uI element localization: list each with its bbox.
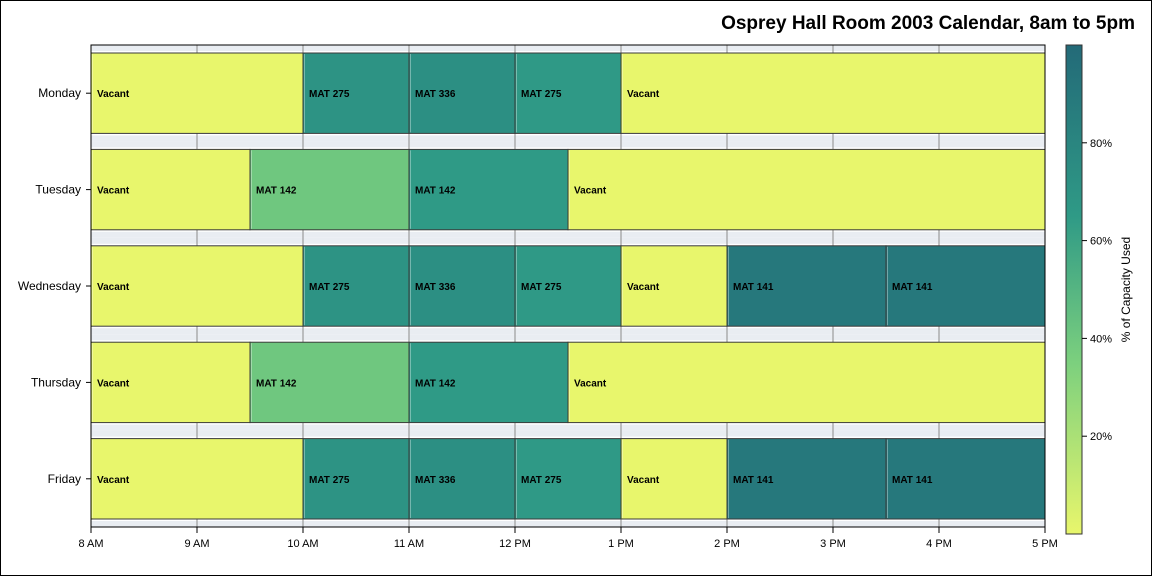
day-label: Friday <box>48 472 81 486</box>
block-label: MAT 142 <box>415 186 456 197</box>
block-label: Vacant <box>97 186 130 197</box>
schedule-block <box>408 245 516 327</box>
block-label: MAT 275 <box>309 475 350 486</box>
colorbar-tick-label: 20% <box>1090 431 1112 443</box>
plot-border <box>90 44 1046 528</box>
colorbar-tick-label: 80% <box>1090 138 1112 150</box>
block-label: MAT 336 <box>415 282 456 293</box>
block-label: MAT 141 <box>733 475 774 486</box>
row-strip-bottom <box>91 521 1045 527</box>
block-label: Vacant <box>574 378 607 389</box>
x-tick-label: 11 AM <box>394 538 424 550</box>
colorbar-tick-label: 60% <box>1090 236 1112 248</box>
day-label: Wednesday <box>18 279 81 293</box>
schedule-block <box>726 438 887 520</box>
x-tick-label: 4 PM <box>926 538 952 550</box>
block-label: Vacant <box>627 89 660 100</box>
schedule-block <box>567 341 1046 424</box>
row-strip-top <box>91 45 1045 51</box>
x-tick-label: 3 PM <box>820 538 846 550</box>
block-label: MAT 275 <box>521 282 562 293</box>
schedule-block <box>302 52 410 134</box>
x-tick-label: 10 AM <box>287 538 318 550</box>
day-label: Tuesday <box>35 183 81 197</box>
row-strip-bottom <box>91 231 1045 238</box>
block-label: MAT 141 <box>733 282 774 293</box>
x-tick-label: 2 PM <box>714 538 740 550</box>
block-label: Vacant <box>97 475 130 486</box>
chart-title: Osprey Hall Room 2003 Calendar, 8am to 5… <box>721 13 1135 34</box>
schedule-block <box>514 52 622 134</box>
colorbar-legend: 20% 40% 60% 80% % of Capacity Used <box>1065 44 1133 535</box>
schedule-block <box>302 438 410 520</box>
schedule-block <box>885 438 1046 520</box>
schedule-block <box>885 245 1046 327</box>
row-strip-top <box>91 141 1045 148</box>
row-strip-bottom <box>91 328 1045 335</box>
block-label: Vacant <box>97 282 130 293</box>
schedule-block <box>249 148 410 231</box>
block-label: Vacant <box>97 378 130 389</box>
schedule-block <box>620 438 728 520</box>
block-label: MAT 336 <box>415 475 456 486</box>
block-label: Vacant <box>97 89 130 100</box>
row-strip-bottom <box>91 424 1045 431</box>
x-tick-label: 8 AM <box>78 538 103 550</box>
row-strip-top <box>91 237 1045 244</box>
block-label: MAT 275 <box>309 282 350 293</box>
block-label: MAT 142 <box>415 378 456 389</box>
block-label: MAT 275 <box>521 475 562 486</box>
colorbar <box>1065 44 1083 535</box>
x-tick-label: 9 AM <box>184 538 209 550</box>
block-label: MAT 141 <box>892 475 933 486</box>
colorbar-label: % of Capacity Used <box>1119 237 1133 342</box>
block-label: Vacant <box>627 282 660 293</box>
schedule-block <box>90 245 304 327</box>
schedule-block <box>620 245 728 327</box>
block-label: MAT 275 <box>521 89 562 100</box>
block-label: MAT 275 <box>309 89 350 100</box>
day-label: Thursday <box>31 375 81 389</box>
row-strip-top <box>91 430 1045 437</box>
schedule-block <box>408 438 516 520</box>
axes: Monday Tuesday Wednesday Thursday Friday 8 AM… <box>18 44 1058 550</box>
block-label: MAT 336 <box>415 89 456 100</box>
schedule-block <box>408 341 569 424</box>
row-strip-top <box>91 334 1045 341</box>
schedule-block <box>408 148 569 231</box>
block-label: MAT 142 <box>256 186 297 197</box>
block-label: Vacant <box>627 475 660 486</box>
schedule-block <box>726 245 887 327</box>
x-tick-label: 12 PM <box>499 538 531 550</box>
schedule-block <box>90 148 251 231</box>
x-tick-label: 5 PM <box>1032 538 1058 550</box>
schedule-block <box>90 52 304 134</box>
schedule-block <box>620 52 1046 134</box>
schedule-blocks: Vacant MAT 275 MAT 336 MAT 275 Vacant Vacant M… <box>90 52 1046 520</box>
schedule-block <box>302 245 410 327</box>
row-bands <box>91 45 1045 527</box>
schedule-block <box>514 245 622 327</box>
schedule-block <box>567 148 1046 231</box>
schedule-block <box>514 438 622 520</box>
day-label: Monday <box>38 86 81 100</box>
x-tick-label: 1 PM <box>608 538 634 550</box>
colorbar-tick-label: 40% <box>1090 333 1112 345</box>
block-label: Vacant <box>574 186 607 197</box>
row-strip-bottom <box>91 135 1045 142</box>
block-label: MAT 141 <box>892 282 933 293</box>
schedule-block <box>408 52 516 134</box>
block-label: MAT 142 <box>256 378 297 389</box>
